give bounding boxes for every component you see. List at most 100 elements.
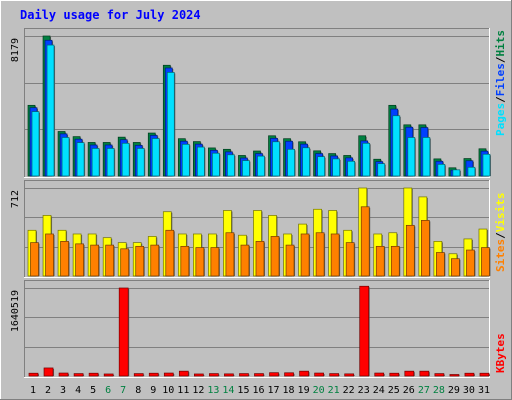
x-tick-label: 31 <box>478 385 490 396</box>
y-max-label: 712 <box>10 190 21 208</box>
bar-pages-day-8 <box>136 148 145 177</box>
x-tick-label: 3 <box>60 385 66 396</box>
bar-kbytes-day-21 <box>329 373 339 377</box>
bar-pages-day-16 <box>257 155 265 177</box>
bar-kbytes-day-13 <box>209 373 219 377</box>
x-tick-label: 5 <box>90 385 96 396</box>
x-tick-label: 24 <box>373 385 385 396</box>
chart-title: Daily usage for July 2024 <box>20 8 201 22</box>
x-tick-label: 16 <box>252 385 264 396</box>
x-tick-label: 18 <box>283 385 295 396</box>
bar-pages-day-2 <box>46 44 55 177</box>
x-tick-label: 30 <box>463 385 475 396</box>
bar-sites-day-17 <box>270 236 280 277</box>
x-tick-label: 22 <box>343 385 355 396</box>
bar-sites-day-27 <box>420 220 430 277</box>
bar-pages-day-25 <box>392 115 401 177</box>
bar-sites-day-29 <box>451 258 460 277</box>
bar-pages-day-1 <box>31 111 40 177</box>
x-tick-label: 9 <box>150 385 156 396</box>
bar-pages-day-21 <box>332 158 340 177</box>
bar-sites-day-11 <box>180 245 190 277</box>
bar-sites-day-12 <box>195 247 205 277</box>
bar-pages-day-17 <box>272 141 280 177</box>
panel-2: 712 Sites/Visits <box>10 180 507 278</box>
bar-kbytes-day-3 <box>58 372 69 377</box>
bar-kbytes-day-29 <box>449 374 460 377</box>
legend-item-pages: Pages <box>494 103 507 136</box>
x-tick-label: 29 <box>448 385 460 396</box>
bar-sites-day-31 <box>481 247 490 277</box>
chart-panels: 8179Pages/Files/Hits712Sites/Visits16405… <box>10 28 507 378</box>
x-tick-label: 8 <box>135 385 141 396</box>
legend-item-hits: Hits <box>494 30 507 57</box>
bar-kbytes-day-5 <box>88 372 99 377</box>
bar-kbytes-day-8 <box>133 373 144 377</box>
bar-pages-day-28 <box>437 164 446 177</box>
x-tick-label: 25 <box>388 385 400 396</box>
bar-sites-day-30 <box>466 249 475 277</box>
bar-sites-day-14 <box>225 232 235 277</box>
bar-sites-day-26 <box>405 224 415 277</box>
legend-separator: / <box>494 232 507 239</box>
bar-kbytes-day-14 <box>224 373 234 377</box>
bar-sites-day-8 <box>135 245 145 277</box>
x-tick-label: 11 <box>177 385 189 396</box>
bar-sites-day-6 <box>105 244 115 277</box>
legend-separator: / <box>494 96 507 103</box>
bar-pages-day-15 <box>242 160 250 177</box>
legend-item-kbytes: KBytes <box>494 333 507 373</box>
bar-pages-day-9 <box>151 138 160 177</box>
bar-kbytes-day-7 <box>118 287 129 377</box>
bar-kbytes-day-23 <box>359 285 370 377</box>
bar-pages-day-27 <box>422 137 431 177</box>
panel-3: 1640519 KBytes <box>10 280 507 378</box>
bar-sites-day-21 <box>330 233 340 277</box>
bar-kbytes-day-2 <box>43 367 54 377</box>
bar-kbytes-day-18 <box>284 372 294 377</box>
x-tick-label: 13 <box>207 385 219 396</box>
bar-kbytes-day-16 <box>254 373 264 377</box>
bar-kbytes-day-6 <box>103 373 114 377</box>
bar-pages-day-6 <box>106 148 115 177</box>
bar-sites-day-28 <box>436 252 445 277</box>
bar-sites-day-4 <box>75 243 84 277</box>
bar-kbytes-day-22 <box>344 373 355 377</box>
y-max-label: 1640519 <box>10 290 21 332</box>
bar-kbytes-day-12 <box>194 373 204 377</box>
bar-sites-day-9 <box>150 244 160 277</box>
bar-kbytes-day-27 <box>419 370 430 377</box>
bar-kbytes-day-11 <box>178 370 189 377</box>
bar-sites-day-5 <box>90 244 99 277</box>
bar-pages-day-12 <box>197 146 205 177</box>
bar-sites-day-3 <box>60 241 69 277</box>
y-max-label: 8179 <box>10 38 21 62</box>
legend-separator: / <box>494 56 507 63</box>
x-tick-label: 19 <box>298 385 310 396</box>
bar-pages-day-7 <box>121 142 130 177</box>
legend-item-files: Files <box>494 63 507 96</box>
bar-pages-day-31 <box>482 153 491 177</box>
bar-kbytes-day-4 <box>73 373 84 377</box>
bar-pages-day-14 <box>227 154 235 177</box>
bar-sites-day-16 <box>255 241 265 277</box>
bar-sites-day-1 <box>30 242 39 277</box>
x-tick-label: 12 <box>192 385 204 396</box>
x-tick-label: 14 <box>222 385 234 396</box>
bar-sites-day-23 <box>360 206 370 277</box>
bar-sites-day-18 <box>285 244 295 277</box>
panel-plot-area <box>24 280 490 378</box>
x-tick-label: 15 <box>237 385 249 396</box>
bar-kbytes-day-31 <box>479 372 490 377</box>
bar-sites-day-22 <box>345 242 355 277</box>
bar-kbytes-day-17 <box>269 372 279 377</box>
x-tick-label: 28 <box>433 385 445 396</box>
bar-kbytes-day-25 <box>389 372 400 377</box>
bar-sites-day-7 <box>120 248 130 277</box>
bar-pages-day-19 <box>302 147 310 177</box>
bar-sites-day-10 <box>165 229 175 277</box>
bar-sites-day-13 <box>210 247 220 277</box>
legend-item-sites: Sites <box>494 239 507 272</box>
panel-legend: Pages/Files/Hits <box>494 30 507 136</box>
